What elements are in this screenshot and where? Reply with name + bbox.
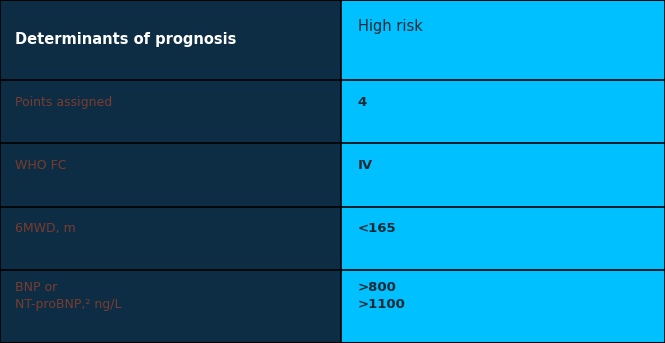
Text: <165: <165	[358, 222, 396, 235]
Text: 4: 4	[358, 96, 367, 109]
Text: WHO FC: WHO FC	[15, 159, 66, 172]
Bar	[341, 143, 665, 207]
Bar	[0, 0, 341, 80]
Bar	[341, 0, 665, 80]
Text: IV: IV	[358, 159, 373, 172]
Text: Determinants of prognosis: Determinants of prognosis	[15, 33, 236, 47]
Text: High risk: High risk	[358, 19, 423, 34]
Bar	[0, 270, 341, 343]
Bar	[341, 270, 665, 343]
Bar	[0, 80, 341, 143]
Bar	[0, 207, 341, 270]
Bar	[341, 80, 665, 143]
Text: 6MWD, m: 6MWD, m	[15, 222, 75, 235]
Bar	[0, 143, 341, 207]
Text: >800
>1100: >800 >1100	[358, 281, 406, 311]
Text: BNP or
NT-proBNP,² ng/L: BNP or NT-proBNP,² ng/L	[15, 281, 121, 311]
Text: Points assigned: Points assigned	[15, 96, 112, 109]
Bar	[341, 207, 665, 270]
